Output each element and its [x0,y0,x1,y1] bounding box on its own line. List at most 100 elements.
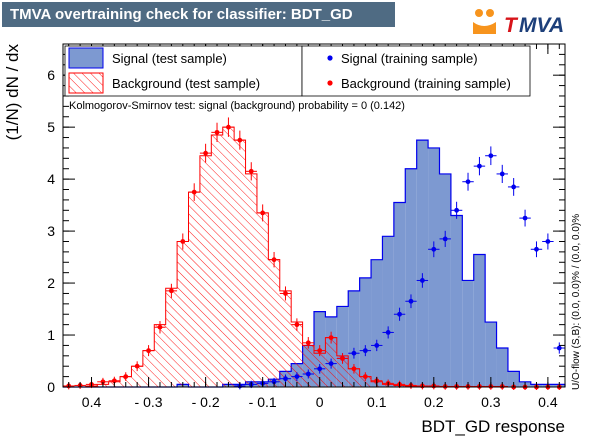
background-training-point [237,137,243,143]
signal-test-bar [359,277,372,387]
y-axis-title: (1/N) dN / dx [3,44,22,141]
background-test-bar [142,350,155,387]
signal-test-bar [405,168,417,387]
background-training-point [123,374,129,380]
background-training-point [203,150,209,156]
x-tick-label: 0 [316,394,324,410]
signal-test-bar [450,215,463,387]
signal-training-point [328,361,334,367]
background-training-point [100,379,106,385]
background-training-point [248,168,254,174]
background-training-point [168,288,174,294]
signal-training-point [351,350,357,356]
signal-training-point [271,379,277,385]
signal-training-point [305,371,311,377]
legend-label: Background (test sample) [112,76,260,91]
background-training-point [271,257,277,263]
legend-box-right [301,45,531,97]
signal-training-point [442,236,448,242]
background-training-point [305,340,311,346]
background-training-point [351,366,357,372]
y-tick-label: 2 [47,275,55,291]
signal-training-point [454,207,460,213]
signal-test-bar [416,140,429,387]
signal-training-point [477,163,482,169]
signal-training-point [397,311,402,317]
background-test-bar [177,241,189,387]
signal-test-bar [336,306,349,387]
background-test-bar [302,345,314,387]
legend-box-left [64,45,303,97]
signal-test-bar [371,259,383,387]
background-training-point [340,356,345,361]
logo-letter-t: T [504,14,519,37]
background-test-bar [291,322,303,387]
background-test-bar [359,376,372,387]
y-tick-label: 1 [47,327,55,343]
signal-training-point [499,171,505,177]
signal-training-point [317,366,323,372]
signal-training-point [283,376,288,382]
plot-frame [62,43,566,388]
y-tick-label: 5 [47,119,55,135]
x-tick-label: 0.1 [367,394,387,410]
x-tick-label: - 0.3 [135,394,163,410]
signal-test-bar [485,322,497,387]
background-training-point [260,210,266,216]
x-tick-label: - 0.1 [249,394,277,410]
ks-test-text: Kolmogorov-Smirnov test: signal (backgro… [69,100,405,112]
logo-text: MVA [519,14,564,37]
background-test-bar [154,324,166,387]
signal-test-bar [507,371,520,387]
signal-training-point [465,179,471,185]
legend-signal-test-swatch [68,47,104,69]
signal-training-point [545,239,551,244]
background-test-bar [268,259,280,387]
signal-training-point [294,374,300,380]
legend-background-training-marker [327,80,333,86]
signal-test-bar [393,202,406,387]
legend-label: Signal (training sample) [341,51,478,66]
signal-test-bar [473,254,486,387]
legend-signal-training-marker [327,55,333,61]
signal-training-point [522,215,528,221]
signal-test-bar [428,147,440,387]
background-training-point [134,363,140,369]
x-tick-label: 0.4 [538,394,558,410]
background-training-point [226,124,231,130]
signal-test-bar [496,348,508,387]
background-test-bar [131,366,143,387]
x-tick-label: 0.4 [82,394,102,410]
x-tick-label: 0.3 [481,394,501,410]
background-test-bar [120,376,132,387]
x-tick-label: - 0.2 [192,394,220,410]
signal-training-point [431,246,437,252]
background-training-point [328,335,334,341]
signal-training-point [534,246,539,252]
background-training-point [191,189,197,195]
background-training-point [157,324,163,330]
x-axis-title: BDT_GD response [421,417,565,436]
background-training-point [111,378,117,384]
background-training-point [146,348,151,354]
signal-training-point [362,348,368,354]
background-test-bar [165,288,178,387]
y-tick-label: 0 [47,379,55,395]
chart-title: TMVA overtraining check for classifier: … [2,2,395,27]
background-training-point [362,374,368,380]
background-training-point [283,291,288,296]
background-test-bar [245,173,257,387]
signal-training-point [385,330,391,335]
legend-label: Signal (test sample) [112,51,227,66]
signal-training-point [556,345,562,351]
signal-training-point [408,298,414,304]
background-test-bar [279,290,292,387]
background-test-bar [234,140,246,387]
signal-training-point [374,343,380,348]
background-training-point [214,129,220,135]
background-test-bar [222,127,235,387]
y-tick-label: 4 [47,171,55,187]
background-training-point [180,239,186,244]
background-test-bar [211,134,223,387]
